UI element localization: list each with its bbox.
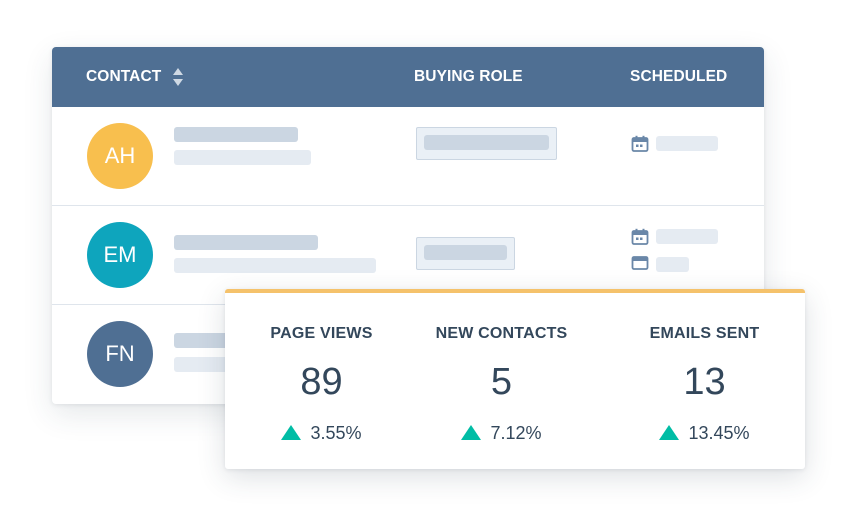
buying-role-value-placeholder (424, 245, 507, 260)
stat-value: 5 (490, 361, 513, 403)
stat-page-views: PAGE VIEWS 89 3.55% (225, 293, 418, 469)
contact-name-placeholder (174, 235, 318, 250)
column-header-buying-role-label: BUYING ROLE (414, 68, 523, 85)
stat-change: 13.45% (608, 423, 801, 444)
stat-change: 3.55% (225, 423, 418, 444)
triangle-up-icon (281, 425, 302, 440)
buying-role-field[interactable] (416, 127, 557, 160)
calendar-icon (631, 135, 649, 152)
buying-role-value-placeholder (424, 135, 549, 150)
stats-card: PAGE VIEWS 89 3.55% NEW CONTACTS 5 7.12%… (225, 289, 805, 469)
scheduled-email-placeholder (656, 257, 689, 272)
table-row[interactable]: AH (52, 107, 764, 206)
stat-change-value: 3.55% (310, 423, 362, 443)
contact-detail-placeholder (174, 258, 376, 273)
avatar: AH (87, 123, 153, 189)
contact-name-placeholder (174, 333, 234, 348)
stat-change: 7.12% (405, 423, 598, 444)
table-header: CONTACT BUYING ROLE SCHEDULED (52, 47, 764, 107)
stat-change-value: 7.12% (490, 423, 542, 443)
triangle-up-icon (461, 425, 482, 440)
stat-value: 13 (683, 361, 726, 403)
triangle-up-icon (659, 425, 680, 440)
stat-change-value: 13.45% (688, 423, 750, 443)
scheduled-date-placeholder (656, 229, 718, 244)
contact-detail-placeholder (174, 150, 311, 165)
scheduled-date-placeholder (656, 136, 718, 151)
stat-emails-sent: EMAILS SENT 13 13.45% (608, 293, 801, 469)
column-header-contact[interactable]: CONTACT (86, 47, 161, 107)
stat-value: 89 (300, 361, 343, 403)
buying-role-field[interactable] (416, 237, 515, 270)
avatar-initials: AH (104, 143, 136, 168)
avatar: EM (87, 222, 153, 288)
avatar: FN (87, 321, 153, 387)
stat-new-contacts: NEW CONTACTS 5 7.12% (405, 293, 598, 469)
avatar-initials: EM (103, 242, 137, 267)
column-header-scheduled-label: SCHEDULED (630, 68, 728, 85)
column-header-contact-label: CONTACT (86, 68, 162, 85)
email-icon (631, 256, 649, 270)
column-header-buying-role[interactable]: BUYING ROLE (414, 47, 523, 107)
stat-label: EMAILS SENT (649, 325, 760, 342)
stat-label: NEW CONTACTS (435, 325, 568, 342)
calendar-icon (631, 228, 649, 245)
contact-name-placeholder (174, 127, 298, 142)
stat-label: PAGE VIEWS (270, 325, 373, 342)
contact-detail-placeholder (174, 357, 234, 372)
column-header-scheduled[interactable]: SCHEDULED (630, 47, 727, 107)
table-row[interactable]: FN (52, 305, 764, 403)
sort-icon[interactable] (172, 66, 184, 88)
avatar-initials: FN (105, 341, 135, 366)
